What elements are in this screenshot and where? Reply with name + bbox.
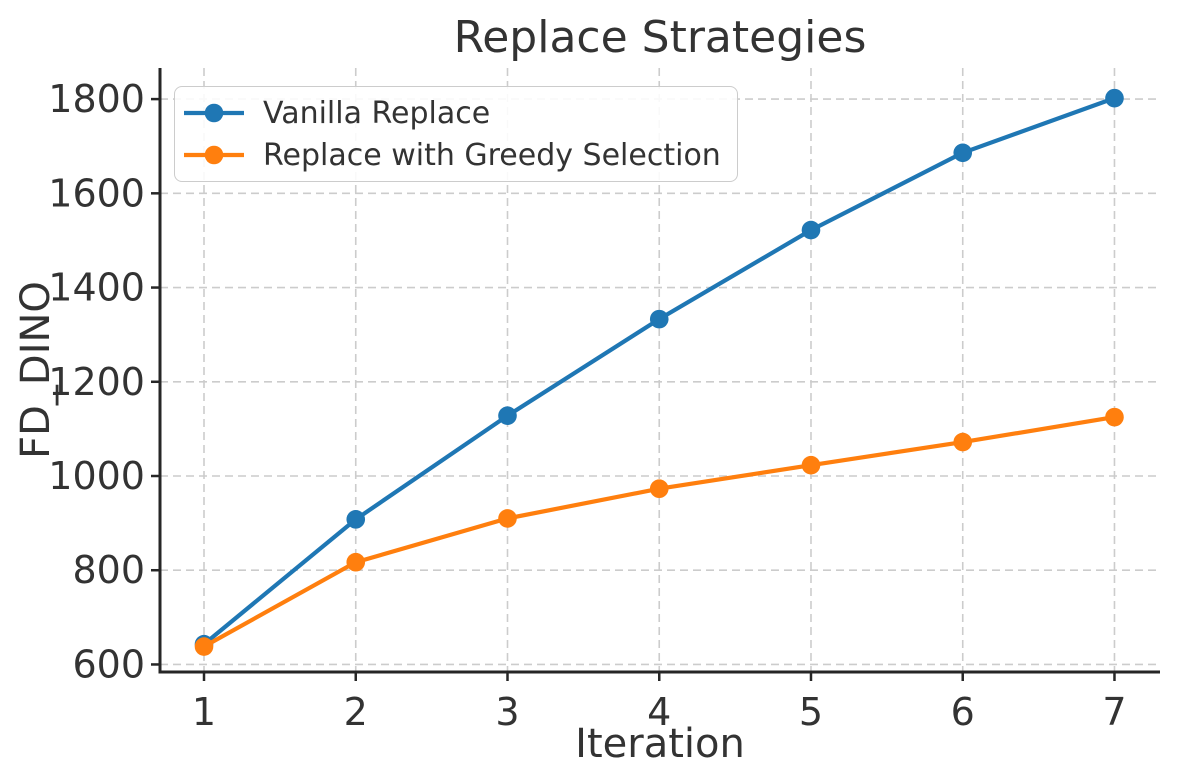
legend-line-marker-icon <box>184 145 244 165</box>
x-tick-label: 4 <box>647 690 671 734</box>
chart-title: Replace Strategies <box>453 12 867 63</box>
legend-label: Vanilla Replace <box>263 95 491 131</box>
data-point-replace-with-greedy-selection <box>801 455 821 475</box>
legend: Vanilla Replace Replace with Greedy Selec… <box>174 86 738 182</box>
data-point-vanilla-replace <box>649 309 669 329</box>
data-point-replace-with-greedy-selection <box>498 509 517 528</box>
legend-label: Replace with Greedy Selection <box>263 137 721 173</box>
data-point-replace-with-greedy-selection <box>1105 407 1124 427</box>
data-point-replace-with-greedy-selection <box>953 432 973 452</box>
x-tick-label: 5 <box>799 690 823 734</box>
x-tick-label: 6 <box>951 690 975 734</box>
y-tick-label: 800 <box>72 548 145 592</box>
y-tick-label: 1200 <box>48 360 145 404</box>
data-point-replace-with-greedy-selection <box>194 637 214 656</box>
x-axis-label: Iteration <box>575 721 745 767</box>
x-tick-label: 1 <box>192 690 216 734</box>
x-tick-label: 7 <box>1102 690 1126 734</box>
y-tick-label: 1400 <box>48 266 145 310</box>
data-point-vanilla-replace <box>953 143 973 163</box>
y-tick-label: 1600 <box>48 171 145 215</box>
data-point-replace-with-greedy-selection <box>346 552 366 572</box>
x-tick-label: 2 <box>344 690 368 734</box>
legend-item-replace-with-greedy-selection: Replace with Greedy Selection <box>183 136 721 174</box>
y-tick-label: 600 <box>72 642 145 686</box>
y-tick-label: 1800 <box>48 77 145 121</box>
data-point-vanilla-replace <box>498 406 517 426</box>
legend-line-marker-icon <box>184 103 244 123</box>
data-point-replace-with-greedy-selection <box>649 479 669 499</box>
x-tick-label: 3 <box>495 690 519 734</box>
data-point-vanilla-replace <box>801 220 821 240</box>
legend-item-vanilla-replace: Vanilla Replace <box>183 94 721 132</box>
data-point-vanilla-replace <box>1105 88 1124 108</box>
y-tick-label: 1000 <box>48 454 145 498</box>
data-point-vanilla-replace <box>346 510 366 529</box>
